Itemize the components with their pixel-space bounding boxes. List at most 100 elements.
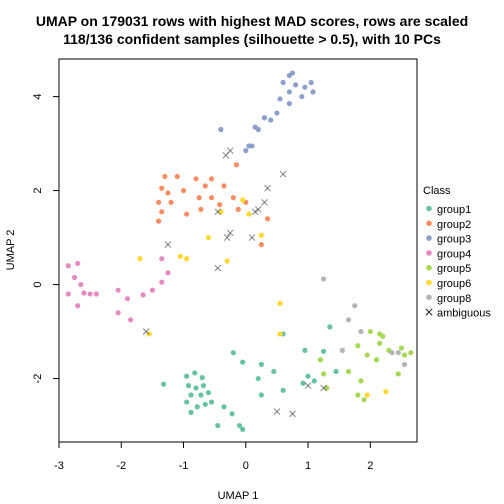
- ambiguous-point: [320, 384, 327, 392]
- legend-marker: [425, 308, 433, 316]
- legend-item-group8: group8: [426, 293, 471, 305]
- group6-point: [240, 197, 246, 203]
- group2-point: [193, 176, 199, 182]
- group3-point: [292, 82, 299, 88]
- group4-point: [93, 291, 99, 297]
- legend-marker: [426, 235, 432, 241]
- legend-label: group8: [437, 293, 471, 305]
- group3-point: [261, 115, 268, 121]
- group4-point: [115, 287, 121, 293]
- group5-point: [398, 345, 405, 351]
- group1-point: [188, 392, 194, 398]
- group1-point: [271, 368, 277, 375]
- ambiguous-point: [142, 328, 150, 335]
- legend-label: group4: [437, 248, 471, 260]
- group3-point: [299, 93, 305, 100]
- legend-item-group2: group2: [426, 219, 471, 231]
- group5-point: [364, 352, 370, 358]
- group4-point: [128, 317, 134, 323]
- group5-point: [408, 350, 414, 356]
- group1-point: [327, 324, 333, 330]
- ambiguous-point: [226, 229, 234, 237]
- group4-point: [159, 256, 165, 262]
- group1-point: [300, 380, 306, 386]
- group1-point: [188, 409, 194, 415]
- chart-title-line-1: UMAP on 179031 rows with highest MAD sco…: [36, 13, 468, 29]
- ambiguous-point: [289, 410, 296, 418]
- legend-title: Class: [423, 185, 451, 197]
- group2-point: [264, 216, 271, 222]
- group2-point: [159, 209, 165, 215]
- group2-point: [202, 183, 208, 189]
- group4-point: [65, 291, 71, 297]
- group4-point: [159, 279, 165, 285]
- ambiguous-point: [223, 234, 231, 241]
- group5-point: [321, 371, 327, 377]
- group5-point: [373, 357, 380, 363]
- group4-point: [149, 287, 155, 293]
- group5-point: [358, 378, 364, 384]
- group1-point: [185, 383, 192, 389]
- legend-item-ambiguous: ambiguous: [425, 308, 491, 320]
- group1-point: [198, 392, 204, 398]
- group8-point: [401, 361, 408, 368]
- group6-point: [177, 253, 184, 259]
- group1-point: [258, 361, 264, 368]
- group2-point: [217, 202, 223, 208]
- legend-marker: [426, 220, 432, 227]
- group1-point: [184, 373, 190, 379]
- group5-point: [377, 340, 383, 346]
- group3-point: [310, 89, 316, 95]
- x-axis-label: UMAP 1: [218, 490, 259, 502]
- group8-point: [395, 350, 401, 356]
- y-tick-label: 2: [32, 188, 44, 194]
- group8-point: [358, 328, 364, 335]
- y-tick-label: 4: [32, 94, 44, 100]
- group1-point: [184, 399, 190, 405]
- group4-point: [124, 296, 131, 302]
- group8-point: [339, 347, 345, 353]
- group2-point: [168, 199, 174, 205]
- group6-point: [258, 232, 264, 238]
- legend-label: group5: [437, 263, 471, 275]
- legend-label: group3: [437, 234, 471, 246]
- group2-point: [180, 187, 187, 194]
- group3-point: [274, 110, 280, 116]
- data-points: [65, 70, 414, 432]
- group1-point: [311, 378, 317, 384]
- group1-point: [305, 373, 311, 379]
- legend-item-group4: group4: [426, 248, 471, 260]
- group5-point: [317, 357, 324, 363]
- group1-point: [258, 392, 264, 398]
- group6-point: [246, 211, 252, 217]
- group5-point: [361, 397, 367, 403]
- ambiguous-point: [261, 198, 268, 206]
- x-tick-label: -2: [116, 460, 126, 472]
- x-tick-label: 0: [243, 460, 249, 472]
- group1-point: [199, 375, 205, 381]
- y-axis: -2 0 2 4: [32, 94, 60, 383]
- group1-point: [333, 368, 339, 375]
- group4-point: [87, 291, 93, 297]
- group3-point: [243, 148, 249, 154]
- group3-point: [286, 89, 292, 95]
- group1-point: [255, 375, 261, 382]
- group1-point: [221, 404, 227, 410]
- group3-point: [252, 124, 258, 130]
- ambiguous-point: [214, 264, 222, 272]
- legend-label: ambiguous: [437, 308, 491, 320]
- group2-point: [156, 218, 162, 224]
- group8-point: [321, 276, 327, 282]
- group3-point: [302, 84, 308, 90]
- group2-point: [208, 176, 215, 182]
- group3-point: [246, 143, 252, 149]
- chart-title-line-2: 118/136 confident samples (silhouette > …: [63, 31, 441, 47]
- group1-point: [230, 350, 236, 356]
- group1-point: [208, 399, 215, 405]
- group4-point: [75, 303, 81, 309]
- group1-point: [280, 387, 286, 393]
- group5-point: [401, 352, 408, 358]
- group2-point: [156, 199, 162, 205]
- group4-point: [71, 274, 78, 281]
